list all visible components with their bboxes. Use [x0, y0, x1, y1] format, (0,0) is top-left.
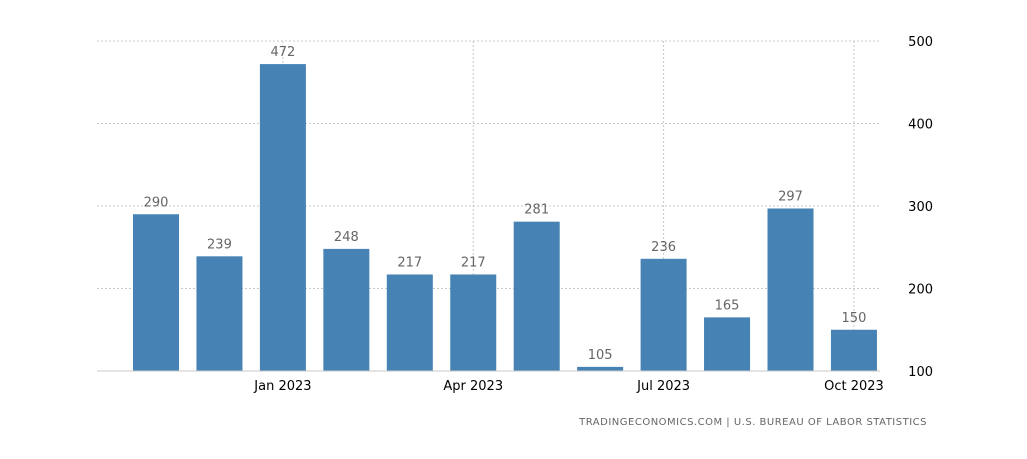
- y-tick-label: 400: [908, 118, 933, 133]
- bar: [704, 317, 751, 371]
- y-tick-label: 500: [908, 35, 933, 50]
- x-tick-label: Jan 2023: [253, 379, 311, 394]
- bar: [830, 329, 877, 371]
- bar: [577, 366, 624, 371]
- data-label: 281: [524, 203, 549, 218]
- bar: [323, 248, 370, 371]
- bar: [450, 274, 497, 371]
- x-tick-label: Jul 2023: [636, 379, 690, 394]
- data-label: 105: [588, 348, 613, 363]
- bar: [513, 221, 560, 371]
- data-label: 290: [144, 195, 169, 210]
- data-label: 239: [207, 237, 232, 252]
- data-label: 297: [778, 189, 803, 204]
- data-label: 217: [461, 255, 486, 270]
- source-credit: TRADINGECONOMICS.COM | U.S. BUREAU OF LA…: [579, 417, 927, 428]
- bar: [386, 274, 433, 371]
- data-label: 150: [842, 311, 867, 326]
- data-label: 472: [270, 45, 295, 60]
- data-label: 165: [715, 298, 740, 313]
- bar: [767, 208, 814, 371]
- data-label: 236: [651, 240, 676, 255]
- y-tick-label: 300: [908, 200, 933, 215]
- data-label: 217: [397, 255, 422, 270]
- y-tick-label: 200: [908, 283, 933, 298]
- x-tick-label: Oct 2023: [824, 379, 884, 394]
- data-label: 248: [334, 230, 359, 245]
- x-tick-label: Apr 2023: [443, 379, 503, 394]
- bar: [259, 64, 306, 371]
- y-tick-label: 100: [908, 365, 933, 380]
- bar: [640, 258, 687, 371]
- bar: [133, 214, 179, 371]
- bar: [196, 256, 243, 371]
